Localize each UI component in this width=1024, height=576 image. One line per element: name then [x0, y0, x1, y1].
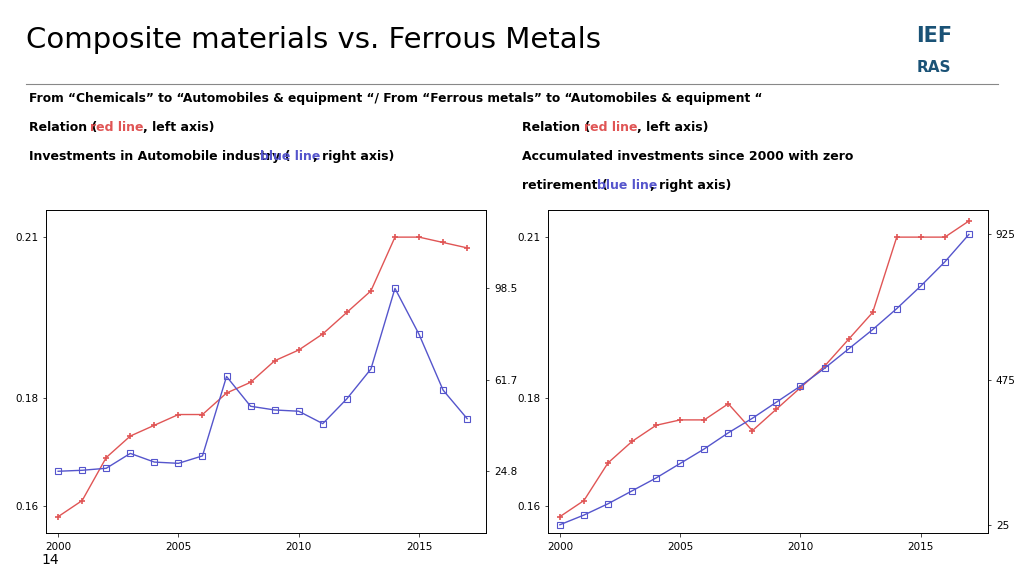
Text: , right axis): , right axis): [313, 150, 394, 163]
Text: red line: red line: [584, 121, 637, 134]
Text: Relation (: Relation (: [522, 121, 591, 134]
Text: , right axis): , right axis): [650, 179, 731, 192]
Text: From “Chemicals” to “Automobiles & equipment “/ From “Ferrous metals” to “Automo: From “Chemicals” to “Automobiles & equip…: [29, 92, 762, 105]
Text: Accumulated investments since 2000 with zero: Accumulated investments since 2000 with …: [522, 150, 854, 163]
Text: blue line: blue line: [260, 150, 321, 163]
Text: RAS: RAS: [916, 60, 951, 75]
Text: 14: 14: [41, 554, 58, 567]
Text: IEF: IEF: [916, 26, 952, 46]
Text: Composite materials vs. Ferrous Metals: Composite materials vs. Ferrous Metals: [26, 26, 601, 54]
Text: blue line: blue line: [597, 179, 657, 192]
Text: Relation (: Relation (: [29, 121, 97, 134]
Text: retirement (: retirement (: [522, 179, 608, 192]
Text: , left axis): , left axis): [637, 121, 709, 134]
Text: Investments in Automobile industry (: Investments in Automobile industry (: [29, 150, 290, 163]
Text: red line: red line: [90, 121, 143, 134]
Text: , left axis): , left axis): [143, 121, 215, 134]
